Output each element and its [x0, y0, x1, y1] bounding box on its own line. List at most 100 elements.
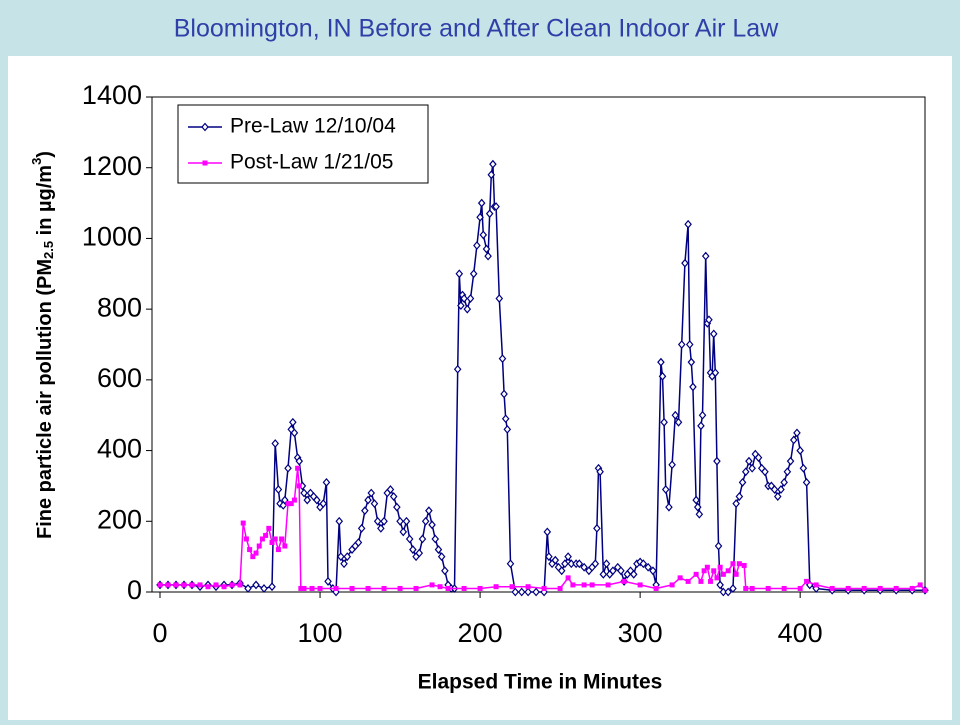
marker: [754, 453, 763, 463]
marker: [461, 585, 467, 591]
marker: [917, 582, 923, 588]
marker: [300, 488, 308, 498]
marker: [661, 485, 670, 494]
marker: [693, 571, 699, 577]
marker: [489, 159, 497, 169]
marker: [551, 555, 560, 565]
marker: [804, 578, 810, 584]
x-axis-label: Elapsed Time in Minutes: [418, 671, 663, 694]
marker: [476, 212, 484, 222]
marker: [770, 485, 779, 494]
legend-marker: [201, 122, 209, 132]
marker: [697, 421, 705, 431]
legend-label: Pre-Law 12/10/04: [230, 115, 396, 138]
marker: [425, 506, 433, 516]
marker: [296, 483, 302, 489]
marker: [565, 575, 571, 581]
marker: [205, 584, 211, 590]
marker: [541, 585, 547, 591]
y-tick-label: 600: [97, 363, 142, 393]
marker: [517, 587, 526, 597]
marker: [681, 258, 689, 268]
marker: [157, 582, 163, 588]
marker: [644, 562, 652, 572]
marker: [829, 585, 835, 591]
marker: [735, 492, 744, 501]
marker: [796, 446, 804, 455]
legend-marker: [202, 160, 208, 166]
marker: [389, 492, 398, 501]
marker: [506, 559, 515, 569]
marker: [189, 582, 195, 588]
marker: [463, 304, 472, 314]
marker: [495, 294, 504, 303]
marker: [367, 488, 376, 498]
marker: [709, 329, 718, 339]
marker: [893, 585, 899, 591]
marker: [337, 552, 345, 562]
marker: [599, 569, 608, 579]
marker: [295, 456, 304, 466]
marker: [409, 545, 417, 554]
marker: [797, 585, 803, 591]
marker: [692, 495, 700, 505]
marker: [729, 584, 737, 593]
marker: [660, 417, 668, 427]
marker: [493, 584, 499, 590]
marker: [605, 582, 611, 588]
marker: [288, 501, 294, 507]
marker: [399, 527, 408, 537]
marker: [695, 509, 704, 519]
marker: [197, 582, 203, 588]
marker: [479, 230, 488, 240]
x-tick-label: 300: [618, 618, 663, 648]
marker: [301, 585, 307, 591]
y-label-sub: 2.5: [41, 241, 56, 259]
marker: [922, 587, 928, 593]
marker: [324, 576, 332, 586]
marker: [845, 585, 851, 591]
marker: [165, 582, 171, 588]
marker: [602, 559, 611, 569]
marker: [557, 566, 566, 576]
marker: [783, 467, 792, 477]
marker: [714, 575, 720, 581]
marker: [591, 559, 600, 569]
marker: [428, 520, 436, 530]
marker: [291, 497, 297, 503]
marker: [173, 582, 179, 588]
marker: [557, 585, 563, 591]
marker: [713, 456, 721, 466]
marker: [309, 585, 315, 591]
marker: [639, 559, 648, 569]
marker: [781, 585, 787, 591]
marker: [482, 244, 491, 254]
marker: [413, 585, 419, 591]
marker: [580, 562, 588, 572]
marker: [765, 585, 771, 591]
marker: [484, 251, 492, 261]
y-tick-label: 1400: [82, 80, 142, 110]
marker: [457, 301, 465, 311]
marker: [322, 477, 331, 487]
marker: [509, 584, 515, 590]
marker: [333, 585, 339, 591]
y-axis-label: Fine particle air pollution (PM2.5 in µg…: [29, 151, 56, 539]
marker: [386, 485, 395, 494]
marker: [861, 585, 867, 591]
marker: [575, 559, 584, 569]
marker: [492, 202, 500, 212]
marker: [877, 585, 883, 591]
marker: [649, 566, 657, 576]
plot: [156, 159, 929, 597]
y-tick-label: 400: [97, 434, 142, 464]
marker: [268, 582, 276, 592]
marker: [500, 389, 508, 399]
marker: [657, 357, 665, 367]
marker: [909, 585, 915, 591]
marker: [361, 506, 369, 516]
marker: [460, 294, 468, 303]
marker: [677, 575, 683, 581]
marker: [441, 566, 449, 576]
